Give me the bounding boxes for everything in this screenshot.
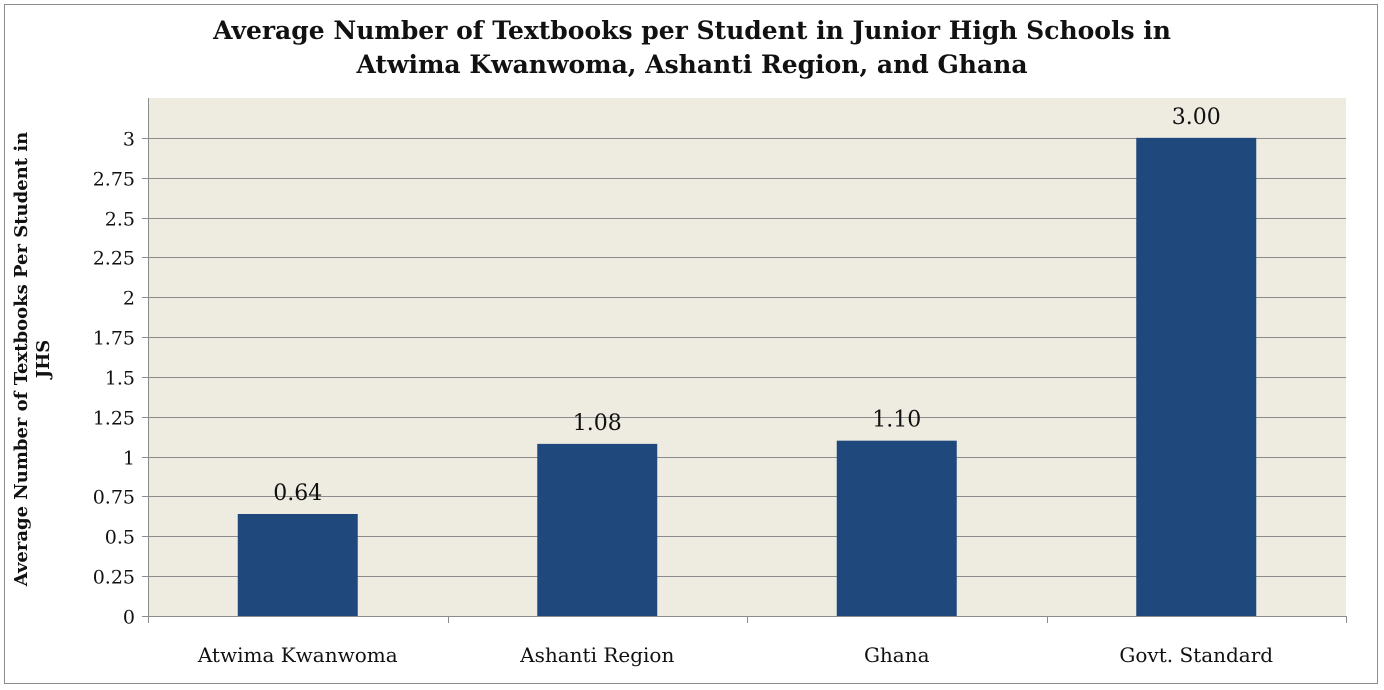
- bar: [836, 440, 957, 616]
- x-category-label: Ashanti Region: [519, 643, 674, 667]
- y-tick-label: 3: [123, 129, 135, 151]
- y-tick-label: 1: [123, 448, 135, 470]
- bar-value-label: 1.10: [872, 408, 921, 433]
- y-tick-label: 1.25: [93, 408, 135, 430]
- y-tick-label: 1.5: [105, 368, 135, 390]
- bar: [1136, 137, 1257, 616]
- y-tick-label: 2: [123, 288, 135, 310]
- chart-title: Average Number of Textbooks per Student …: [0, 14, 1384, 82]
- y-tick-label: 0.25: [93, 567, 135, 589]
- bar-value-label: 0.64: [273, 481, 322, 506]
- y-tick-label: 2.25: [93, 248, 135, 270]
- bar: [237, 513, 358, 616]
- x-category-label: Govt. Standard: [1119, 643, 1273, 667]
- y-tick-label: 2.5: [105, 209, 135, 231]
- chart-title-line-2: Atwima Kwanwoma, Ashanti Region, and Gha…: [356, 50, 1028, 79]
- y-tick-label: 1.75: [93, 328, 135, 350]
- y-tick-label: 0: [123, 607, 135, 629]
- y-tick-label: 0.75: [93, 487, 135, 509]
- x-category-label: Ghana: [864, 643, 930, 667]
- bar: [537, 443, 658, 616]
- x-category-label: Atwima Kwanwoma: [197, 643, 398, 667]
- bar-value-label: 3.00: [1172, 105, 1221, 130]
- y-tick-label: 0.5: [105, 527, 135, 549]
- y-tick-label: 2.75: [93, 169, 135, 191]
- bar-value-label: 1.08: [573, 411, 622, 436]
- chart-title-line-1: Average Number of Textbooks per Student …: [213, 16, 1171, 45]
